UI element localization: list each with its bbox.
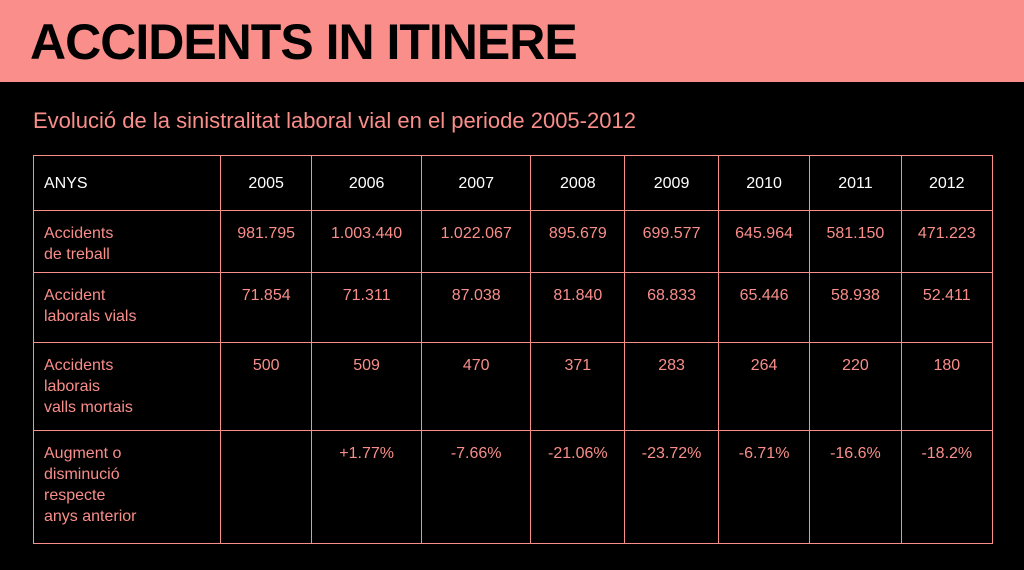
cell: 220 <box>809 342 902 431</box>
row-label-line: laborais <box>44 378 101 395</box>
table-row: Accident laborals vials 71.854 71.311 87.038… <box>33 272 994 343</box>
column-header: 2008 <box>530 155 626 211</box>
column-header: ANYS <box>33 155 221 211</box>
row-label-line: valls mortais <box>44 399 133 416</box>
cell: 699.577 <box>624 210 719 273</box>
table-row: Augment o disminució respecte anys anterior… <box>33 430 994 544</box>
row-label-line: disminució <box>44 466 120 483</box>
row-label-line: Accidents <box>44 225 114 242</box>
table-row: Accidents laborais valls mortais 500 509 470 3… <box>33 342 994 431</box>
row-label: Accident laborals vials <box>33 272 221 343</box>
row-label: Augment o disminució respecte anys anterior <box>33 430 221 544</box>
column-header: 2010 <box>717 155 811 211</box>
table-row: Accidents de treball 981.795 1.003.440 1.022… <box>33 210 994 273</box>
cell: -7.66% <box>420 430 532 544</box>
cell: 71.854 <box>219 272 313 343</box>
cell: 58.938 <box>809 272 902 343</box>
cell: -21.06% <box>530 430 626 544</box>
cell <box>219 430 313 544</box>
row-label-line: laborals vials <box>44 308 137 325</box>
cell: 645.964 <box>717 210 811 273</box>
column-header: 2006 <box>311 155 422 211</box>
row-label-line: Accident <box>44 287 106 304</box>
cell: 581.150 <box>809 210 902 273</box>
cell: 81.840 <box>530 272 626 343</box>
cell: -18.2% <box>900 430 994 544</box>
column-header: 2009 <box>624 155 719 211</box>
cell: 470 <box>420 342 532 431</box>
cell: -6.71% <box>717 430 811 544</box>
cell: 1.003.440 <box>311 210 422 273</box>
header-row: ANYS 2005 2006 2007 2008 2009 2010 2011 2012 <box>33 155 994 211</box>
column-header: 2005 <box>219 155 313 211</box>
row-label-line: Augment o <box>44 445 122 462</box>
table-body: ANYS 2005 2006 2007 2008 2009 2010 2011 2012 Acci… <box>33 155 994 544</box>
row-label-line: respecte <box>44 487 106 504</box>
cell: -23.72% <box>624 430 719 544</box>
cell: -16.6% <box>809 430 902 544</box>
column-header: 2007 <box>420 155 532 211</box>
row-label-line: de treball <box>44 246 110 263</box>
cell: 264 <box>717 342 811 431</box>
title: ACCIDENTS IN ITINERE <box>30 14 578 70</box>
cell: 68.833 <box>624 272 719 343</box>
cell: +1.77% <box>311 430 422 544</box>
column-header: 2012 <box>900 155 994 211</box>
cell: 371 <box>530 342 626 431</box>
row-label-line: anys anterior <box>44 508 137 525</box>
row-label: Accidents laborais valls mortais <box>33 342 221 431</box>
cell: 509 <box>311 342 422 431</box>
cell: 500 <box>219 342 313 431</box>
cell: 180 <box>900 342 994 431</box>
cell: 895.679 <box>530 210 626 273</box>
cell: 71.311 <box>311 272 422 343</box>
row-label-line: Accidents <box>44 357 114 374</box>
cell: 52.411 <box>900 272 994 343</box>
subtitle: Evolució de la sinistralitat laboral via… <box>33 108 636 133</box>
header-band: ACCIDENTS IN ITINERE <box>0 0 1024 82</box>
cell: 283 <box>624 342 719 431</box>
column-header: 2011 <box>809 155 902 211</box>
table: ANYS 2005 2006 2007 2008 2009 2010 2011 2012 Acci… <box>33 155 994 544</box>
row-label: Accidents de treball <box>33 210 221 273</box>
cell: 87.038 <box>420 272 532 343</box>
cell: 1.022.067 <box>420 210 532 273</box>
cell: 981.795 <box>219 210 313 273</box>
cell: 471.223 <box>900 210 994 273</box>
cell: 65.446 <box>717 272 811 343</box>
